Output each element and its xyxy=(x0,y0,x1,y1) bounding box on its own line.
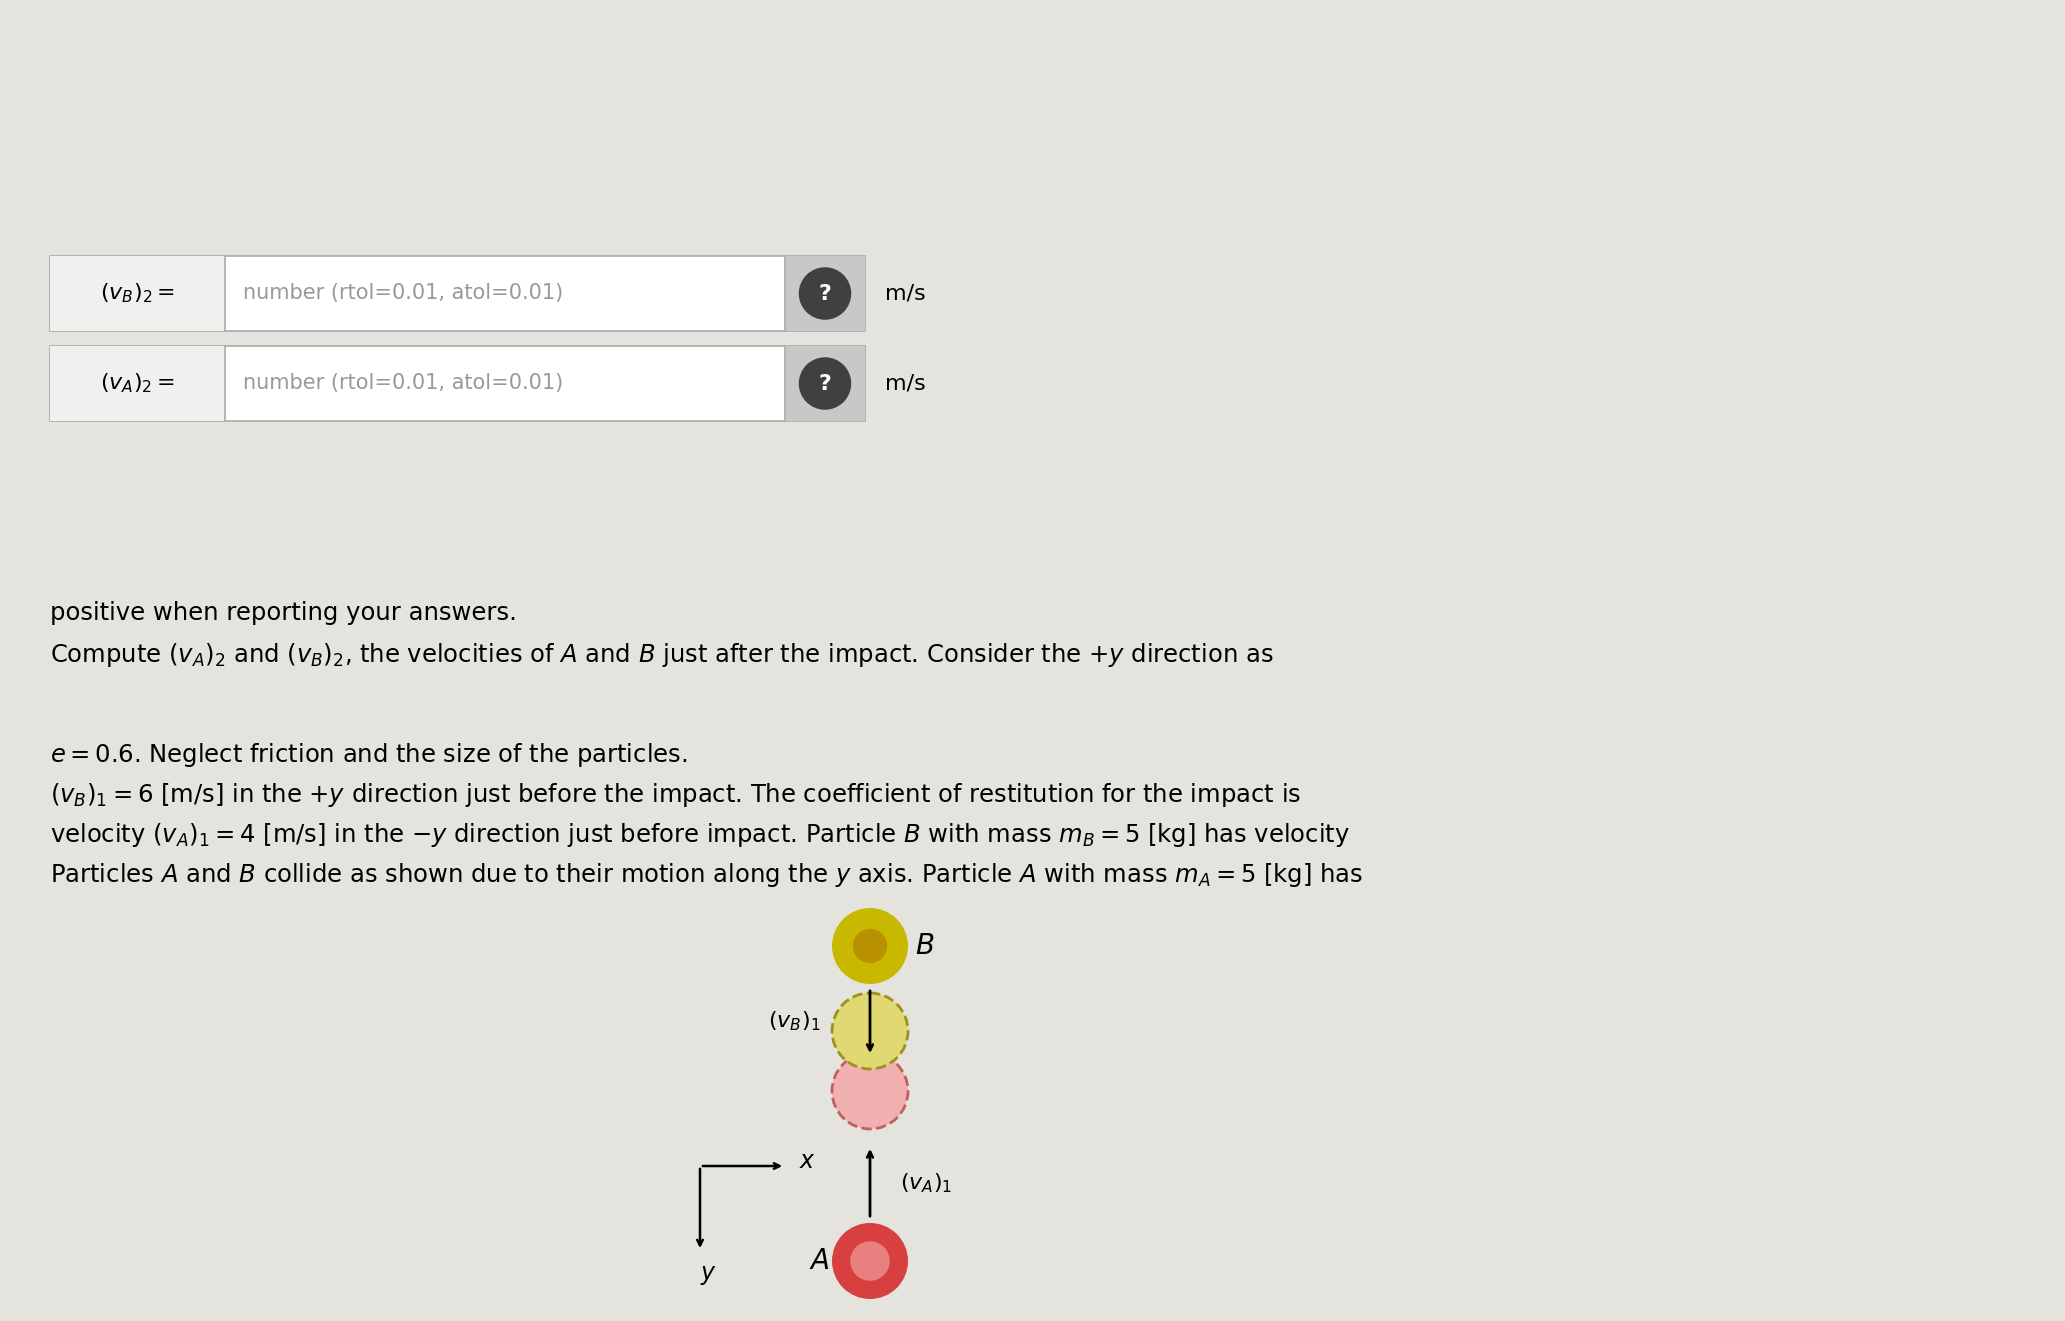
Text: $y$: $y$ xyxy=(700,1263,717,1287)
Text: ?: ? xyxy=(818,284,832,304)
Text: $(v_A)_1$: $(v_A)_1$ xyxy=(900,1172,952,1194)
Circle shape xyxy=(832,1223,909,1299)
Circle shape xyxy=(851,1242,890,1281)
Text: number (rtol=0.01, atol=0.01): number (rtol=0.01, atol=0.01) xyxy=(244,284,564,304)
Text: $e = 0.6$. Neglect friction and the size of the particles.: $e = 0.6$. Neglect friction and the size… xyxy=(50,741,688,769)
Text: $(v_B)_1$: $(v_B)_1$ xyxy=(768,1009,820,1033)
Circle shape xyxy=(832,1053,909,1129)
Circle shape xyxy=(832,993,909,1069)
Bar xyxy=(785,346,865,421)
Text: ?: ? xyxy=(818,374,832,394)
Bar xyxy=(50,346,225,421)
Circle shape xyxy=(853,929,888,963)
Text: positive when reporting your answers.: positive when reporting your answers. xyxy=(50,601,516,625)
Text: Compute $(v_A)_2$ and $(v_B)_2$, the velocities of $\mathit{A}$ and $\mathit{B}$: Compute $(v_A)_2$ and $(v_B)_2$, the vel… xyxy=(50,641,1274,668)
Text: $A$: $A$ xyxy=(809,1247,830,1275)
Text: $(v_B)_1 = 6$ [m/s] in the $+y$ direction just before the impact. The coefficien: $(v_B)_1 = 6$ [m/s] in the $+y$ directio… xyxy=(50,781,1301,808)
Text: $x$: $x$ xyxy=(799,1149,816,1173)
Circle shape xyxy=(799,267,851,320)
Text: $(v_A)_2 =$: $(v_A)_2 =$ xyxy=(99,371,176,395)
Circle shape xyxy=(832,908,909,984)
Text: m/s: m/s xyxy=(886,284,925,304)
Bar xyxy=(50,346,865,421)
Circle shape xyxy=(799,357,851,410)
Bar xyxy=(50,256,225,332)
Text: Particles $\mathit{A}$ and $\mathit{B}$ collide as shown due to their motion alo: Particles $\mathit{A}$ and $\mathit{B}$ … xyxy=(50,861,1363,889)
Bar xyxy=(785,256,865,332)
Text: m/s: m/s xyxy=(886,374,925,394)
Bar xyxy=(50,256,865,332)
Text: velocity $(v_A)_1 = 4$ [m/s] in the $-y$ direction just before impact. Particle : velocity $(v_A)_1 = 4$ [m/s] in the $-y$… xyxy=(50,820,1351,849)
Text: number (rtol=0.01, atol=0.01): number (rtol=0.01, atol=0.01) xyxy=(244,374,564,394)
Text: $(v_B)_2 =$: $(v_B)_2 =$ xyxy=(99,281,176,305)
Text: $B$: $B$ xyxy=(915,933,933,960)
